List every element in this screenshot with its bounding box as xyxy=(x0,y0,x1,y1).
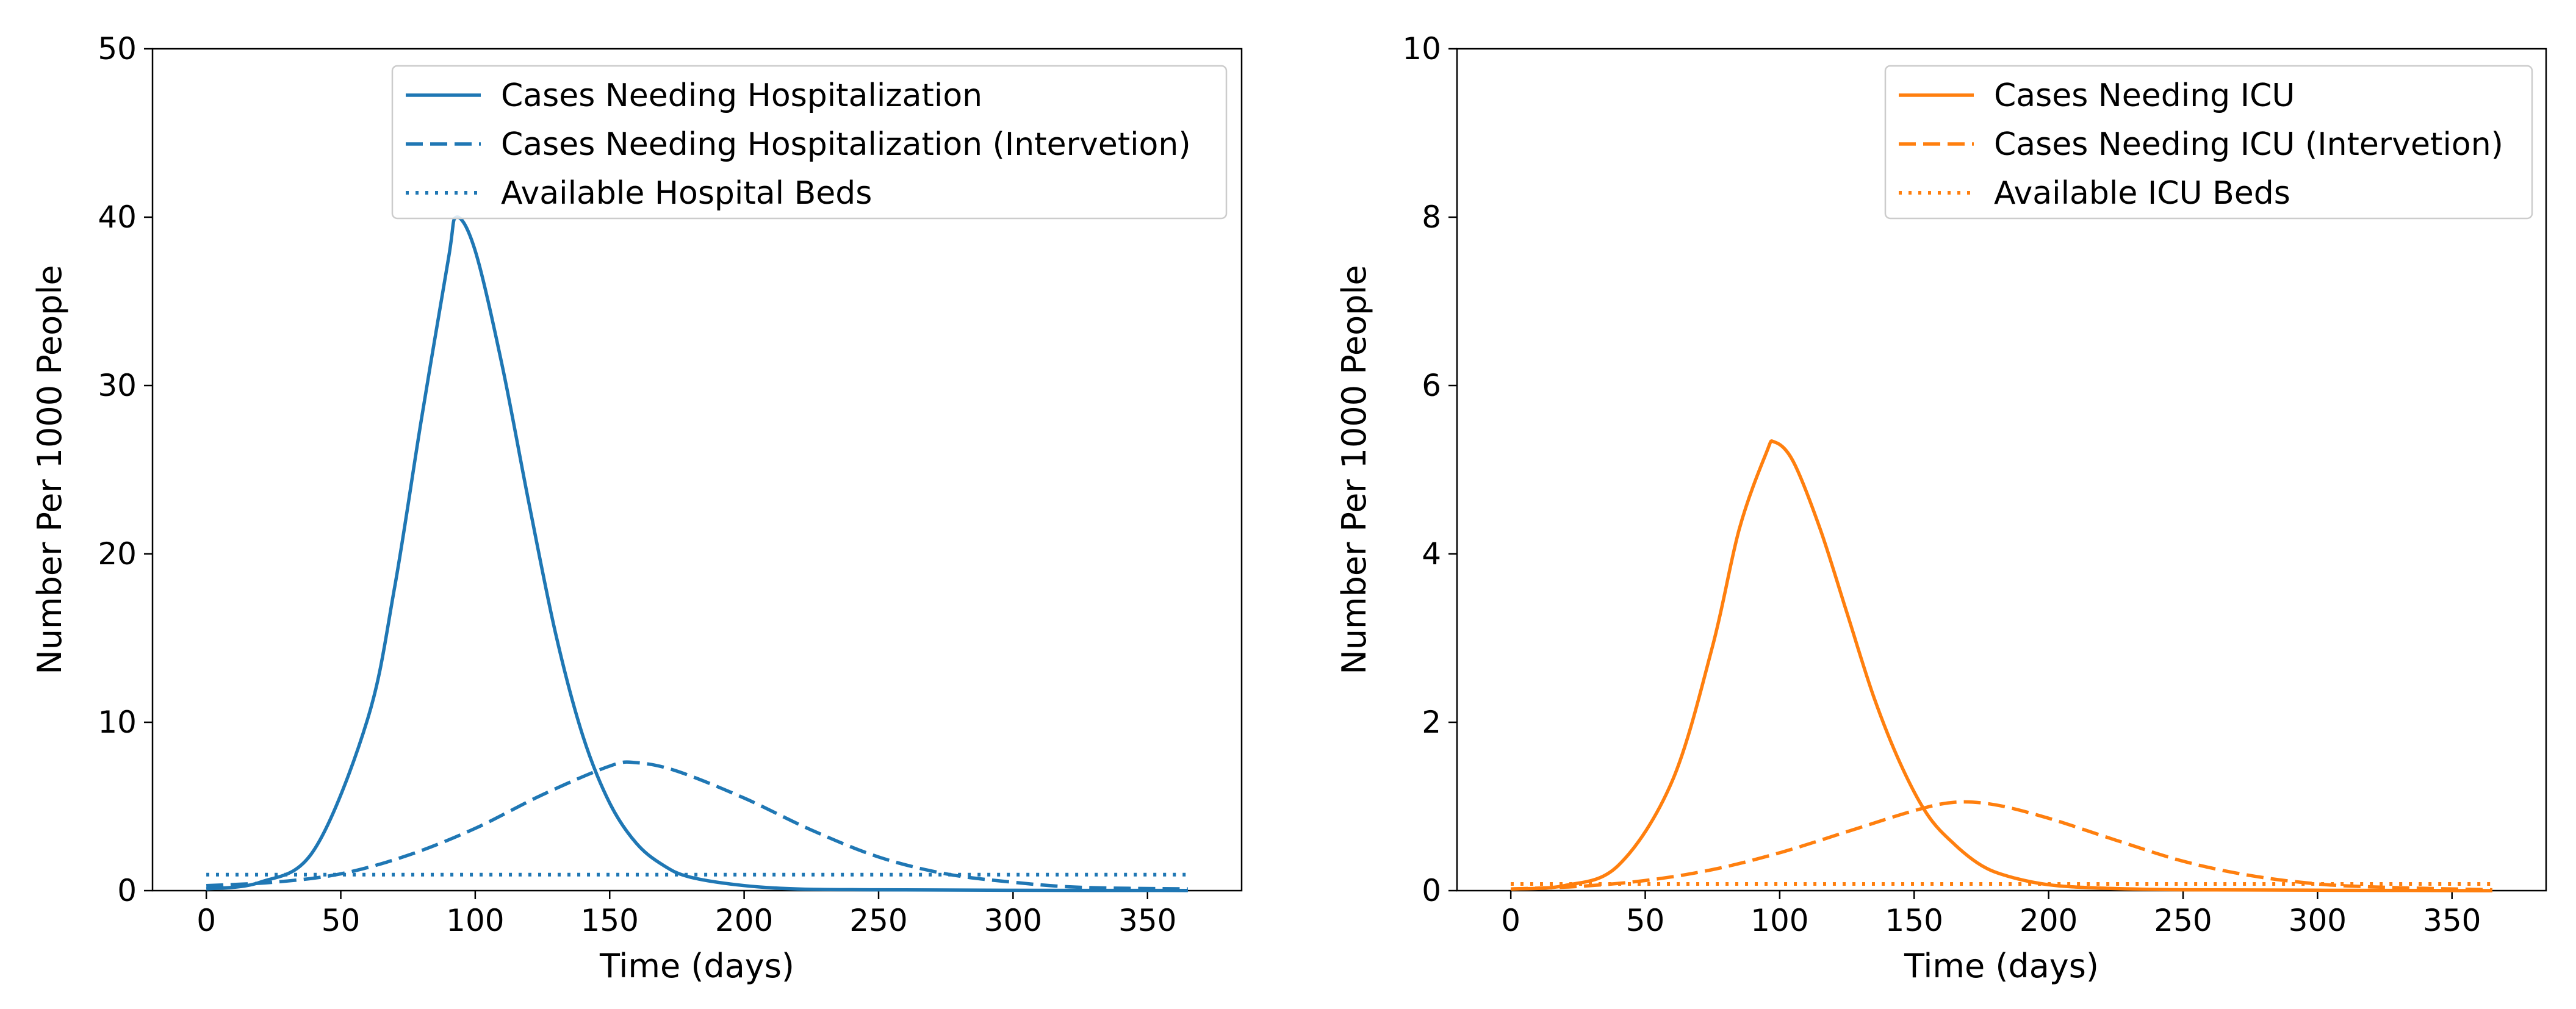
y-tick-label: 2 xyxy=(1422,705,1441,740)
y-tick-label: 4 xyxy=(1422,536,1441,572)
plot-area-frame xyxy=(1456,48,2547,892)
x-tick-label: 150 xyxy=(581,903,639,938)
x-tick-label: 350 xyxy=(2423,903,2481,938)
x-tick-label: 250 xyxy=(2154,903,2212,938)
x-tick-label: 250 xyxy=(849,903,907,938)
y-tick-label: 0 xyxy=(1422,873,1441,908)
series-line-dashed xyxy=(206,760,1188,891)
x-tick-label: 0 xyxy=(1501,903,1520,938)
legend-entry-label: Cases Needing Hospitalization (Interveti… xyxy=(501,126,1191,163)
chart-panel-2: 0 50 100 150 200 250 300 350 0 2 4 6 8 10 Time (days) N… xyxy=(1335,31,2547,985)
series-line-dashed xyxy=(1510,800,2492,892)
x-tick-label: 150 xyxy=(1885,903,1943,938)
series-line-solid xyxy=(206,215,1188,892)
legend-box xyxy=(1884,65,2533,220)
x-tick-label: 200 xyxy=(2020,903,2078,938)
legend: Cases Needing ICU Cases Needing ICU (Inte… xyxy=(1884,65,2533,220)
x-axis-label: Time (days) xyxy=(1904,947,2099,985)
y-tick-label: 50 xyxy=(98,31,137,66)
legend: Cases Needing Hospitalization Cases Needi… xyxy=(391,65,1228,220)
y-axis-label: Number Per 1000 People xyxy=(31,265,69,674)
legend-entry-label: Available Hospital Beds xyxy=(501,175,872,212)
y-tick-label: 20 xyxy=(98,536,137,572)
chart-panel-1: 0 50 100 150 200 250 300 350 0 10 20 30 40 50 Time (da… xyxy=(31,31,1243,985)
x-axis-label: Time (days) xyxy=(599,947,794,985)
plot-area-frame xyxy=(151,48,1243,892)
y-tick-label: 8 xyxy=(1422,199,1441,235)
x-tick-label: 50 xyxy=(1626,903,1665,938)
y-tick-label: 30 xyxy=(98,368,137,403)
x-tick-label: 100 xyxy=(446,903,504,938)
x-tick-label: 300 xyxy=(2289,903,2347,938)
x-tick-label: 300 xyxy=(984,903,1042,938)
legend-entry-label: Cases Needing Hospitalization xyxy=(501,77,982,114)
x-tick-label: 100 xyxy=(1750,903,1808,938)
x-tick-label: 50 xyxy=(322,903,361,938)
legend-entry-label: Cases Needing ICU (Intervetion) xyxy=(1994,126,2503,163)
y-tick-label: 0 xyxy=(117,873,137,908)
y-tick-label: 40 xyxy=(98,199,137,235)
x-tick-label: 0 xyxy=(196,903,216,938)
y-tick-label: 6 xyxy=(1422,368,1441,403)
y-axis-label: Number Per 1000 People xyxy=(1335,265,1373,674)
legend-entry-label: Cases Needing ICU xyxy=(1994,77,2295,114)
legend-box xyxy=(391,65,1228,220)
legend-entry-label: Available ICU Beds xyxy=(1994,175,2290,212)
x-tick-label: 350 xyxy=(1118,903,1176,938)
series-line-solid xyxy=(1510,439,2492,892)
y-tick-label: 10 xyxy=(98,705,137,740)
y-tick-label: 10 xyxy=(1402,31,1441,66)
x-tick-label: 200 xyxy=(715,903,773,938)
